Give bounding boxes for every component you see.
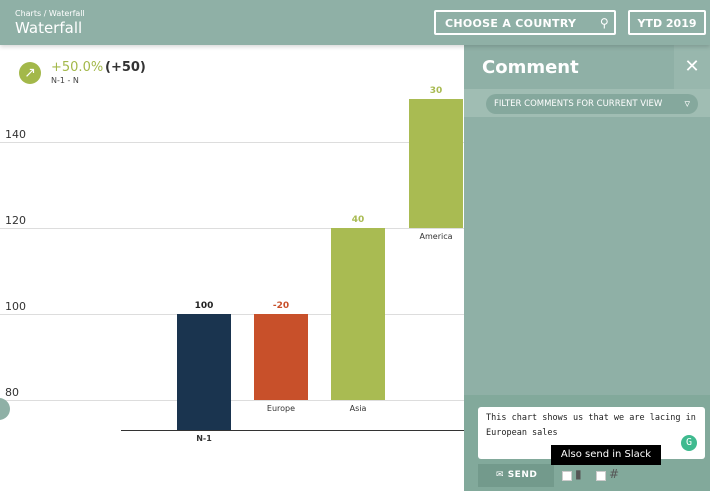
- slack-tooltip: Also send in Slack: [551, 445, 661, 465]
- send-button[interactable]: ✉ SEND: [478, 464, 554, 487]
- search-icon: ⚲: [599, 16, 609, 30]
- filter-icon: ▿: [684, 97, 690, 110]
- comment-text: This chart shows us that we are lacing i…: [486, 413, 696, 438]
- kpi-percent: +50.0%: [51, 60, 104, 75]
- filter-comments-button[interactable]: FILTER COMMENTS FOR CURRENT VIEW ▿: [486, 94, 698, 114]
- value-label: 100: [194, 301, 214, 311]
- bar-america[interactable]: [409, 99, 463, 228]
- comment-panel: Comment ✕ FILTER COMMENTS FOR CURRENT VI…: [464, 45, 710, 491]
- kpi-absolute: (+50): [105, 60, 146, 75]
- teams-icon: ▮: [575, 467, 582, 481]
- x-axis: [121, 430, 464, 431]
- y-tick-label: 120: [5, 214, 26, 227]
- y-tick-label: 140: [5, 128, 26, 141]
- panel-title: Comment: [482, 57, 579, 78]
- page-title: Waterfall: [15, 19, 83, 37]
- grammarly-icon[interactable]: G: [681, 435, 697, 451]
- slack-checkbox[interactable]: [596, 471, 606, 481]
- filter-label: FILTER COMMENTS FOR CURRENT VIEW: [494, 99, 663, 109]
- value-label: 40: [351, 215, 365, 225]
- period-button[interactable]: YTD 2019: [628, 10, 706, 35]
- category-label: N-1: [196, 434, 212, 444]
- gridline: [0, 314, 464, 315]
- send-icon: ✉: [496, 470, 505, 480]
- bar-asia[interactable]: [331, 228, 385, 400]
- country-label: CHOOSE A COUNTRY: [445, 17, 577, 30]
- country-selector[interactable]: CHOOSE A COUNTRY ⚲: [434, 10, 616, 35]
- category-label: America: [419, 232, 453, 241]
- slack-icon: #: [609, 467, 620, 481]
- teams-checkbox[interactable]: [562, 471, 572, 481]
- arrow-up-right-icon: ↗: [19, 62, 41, 84]
- kpi-subtitle: N-1 - N: [51, 76, 79, 85]
- value-label: 30: [429, 86, 443, 96]
- comment-composer: This chart shows us that we are lacing i…: [464, 395, 710, 491]
- value-label: -20: [272, 301, 290, 311]
- gridline: [0, 400, 464, 401]
- category-label: Asia: [349, 404, 367, 413]
- y-tick-label: 100: [5, 300, 26, 313]
- y-tick-label: 80: [5, 386, 19, 399]
- gridline: [0, 142, 464, 143]
- send-label: SEND: [507, 470, 538, 480]
- breadcrumb[interactable]: Charts / Waterfall: [15, 9, 85, 18]
- category-label: Europe: [266, 404, 296, 413]
- close-icon[interactable]: ✕: [674, 45, 710, 89]
- drag-handle[interactable]: [0, 398, 10, 420]
- gridline: [0, 228, 464, 229]
- header: Charts / Waterfall Waterfall CHOOSE A CO…: [0, 0, 710, 45]
- bar-n-1[interactable]: [177, 314, 231, 431]
- bar-europe[interactable]: [254, 314, 308, 400]
